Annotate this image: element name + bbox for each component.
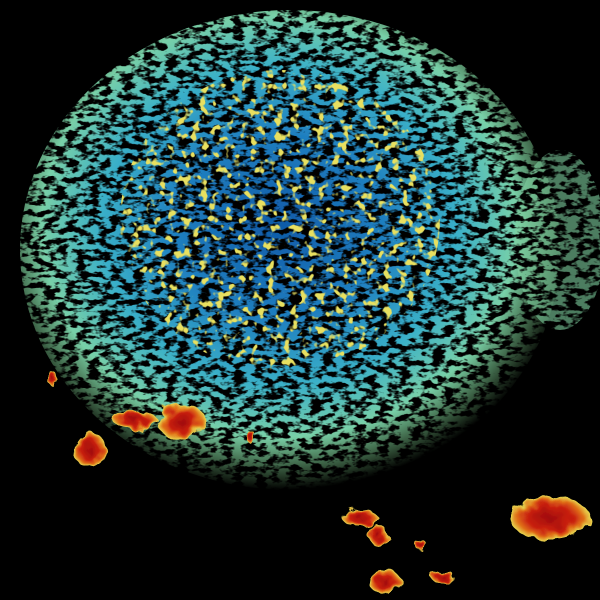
storm-cell [414, 539, 426, 549]
yellow-echoes [120, 70, 440, 370]
radar-site [294, 295, 302, 303]
storm-cells [47, 371, 590, 594]
storm-cell [342, 510, 378, 526]
storm-cell [369, 570, 401, 594]
storm-cell [368, 525, 388, 545]
storm-cell [430, 570, 454, 582]
storm-cell [74, 432, 106, 468]
storm-cell [113, 411, 157, 429]
storm-cell [47, 371, 57, 385]
echo-fringe [515, 150, 600, 330]
storm-cell [158, 404, 206, 440]
moderate-echoes [120, 70, 440, 370]
storm-cell [245, 430, 255, 442]
storm-cell [510, 496, 590, 540]
